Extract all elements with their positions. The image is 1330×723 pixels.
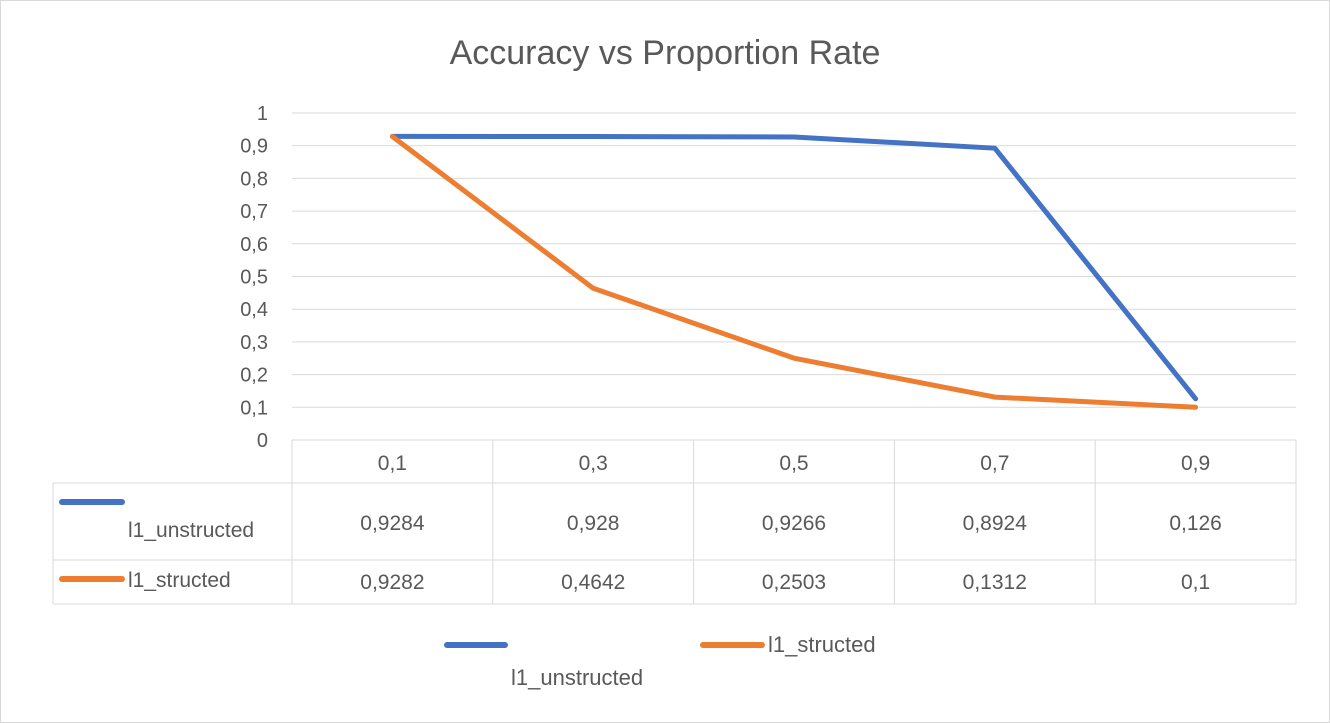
table-series-name: l1_unstructed xyxy=(128,519,254,542)
series-line xyxy=(389,133,1199,410)
table-value: 0,9266 xyxy=(762,512,826,535)
y-axis-tick-labels: 0 0,1 0,2 0,3 0,4 0,5 0,6 0,7 0,8 0,9 1 xyxy=(240,103,268,452)
y-tick-label: 1 xyxy=(257,103,268,125)
table-value: 0,1 xyxy=(1181,571,1210,594)
y-tick-label: 0 xyxy=(257,430,268,452)
table-value: 0,1312 xyxy=(963,571,1027,594)
table-value: 0,928 xyxy=(567,512,620,535)
y-tick-label: 0,6 xyxy=(240,234,268,256)
chart-title: Accuracy vs Proportion Rate xyxy=(450,34,881,72)
y-tick-label: 0,9 xyxy=(240,136,268,158)
table-value: 0,9284 xyxy=(360,512,425,535)
table-value: 0,2503 xyxy=(762,571,826,594)
y-tick-label: 0,5 xyxy=(240,267,268,289)
x-category-label: 0,1 xyxy=(378,452,407,475)
table-series-name: l1_structed xyxy=(128,569,231,592)
x-category-label: 0,9 xyxy=(1181,452,1210,475)
legend: l1_unstructed l1_structed xyxy=(444,632,876,690)
table-value: 0,4642 xyxy=(561,571,625,594)
y-tick-label: 0,8 xyxy=(240,168,268,190)
x-category-label: 0,5 xyxy=(779,452,808,475)
x-category-label: 0,7 xyxy=(980,452,1009,475)
legend-label: l1_structed xyxy=(768,632,876,657)
y-tick-label: 0,3 xyxy=(240,332,268,354)
gridlines xyxy=(292,112,1296,408)
table-value: 0,9282 xyxy=(360,571,424,594)
x-category-label: 0,3 xyxy=(579,452,608,475)
legend-label: l1_unstructed xyxy=(511,665,643,690)
y-tick-label: 0,2 xyxy=(240,365,268,387)
table-value: 0,126 xyxy=(1169,512,1222,535)
y-tick-label: 0,1 xyxy=(240,397,268,419)
y-tick-label: 0,4 xyxy=(240,299,268,321)
y-tick-label: 0,7 xyxy=(240,201,268,223)
data-table: 0,1 0,3 0,5 0,7 0,9 0,9284 0,928 0,9266 0,8924 0,… xyxy=(52,439,1297,605)
table-value: 0,8924 xyxy=(963,512,1028,535)
series-lines xyxy=(389,133,1199,410)
